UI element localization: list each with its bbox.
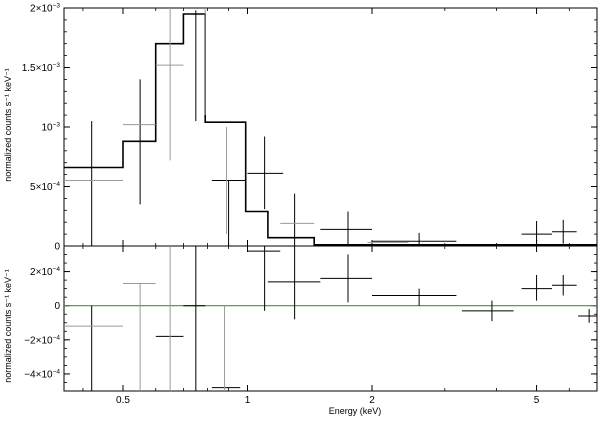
data-point [371,288,457,306]
data-point [247,136,284,210]
y-tick-label: 1.5×10−3 [22,62,61,74]
y-tick-label: 10−3 [41,122,60,134]
data-point [461,300,514,322]
data-point [267,246,321,320]
y-tick-label: 0 [54,242,60,253]
x-tick-label: 0.5 [116,395,130,406]
y-tick-label: 2×10−4 [30,266,60,278]
data-point [155,8,184,161]
data-point [371,232,457,246]
data-point [552,219,577,244]
y-tick-label: 0 [54,301,60,312]
x-tick-label: 5 [534,395,540,406]
y-tick-label: −2×10−4 [24,334,60,346]
y-tick-label: 5×10−4 [30,181,60,193]
y-tick-label: 2×10−3 [30,3,60,15]
data-point [183,246,206,391]
x-tick-label: 1 [245,395,251,406]
x-tick-label: 2 [369,395,375,406]
bottom-y-axis-label: normalized counts s⁻¹ keV⁻¹ [3,269,13,383]
data-point [247,246,281,311]
data-point [211,180,246,246]
residual-panel: 2×10−4 0 −2×10−4 −4×10−4 0.5 1 2 5 [24,245,598,406]
y-tick-label: −4×10−4 [24,368,60,380]
data-point [552,275,577,296]
x-axis-label: Energy (keV) [329,406,382,416]
top-y-axis-label: normalized counts s⁻¹ keV⁻¹ [3,68,13,182]
data-point [521,275,553,301]
data-point [578,309,597,323]
plot-frame [63,245,598,392]
data-point [320,254,372,303]
data-point [320,211,372,246]
data-point [521,221,553,246]
data-point [123,283,156,391]
